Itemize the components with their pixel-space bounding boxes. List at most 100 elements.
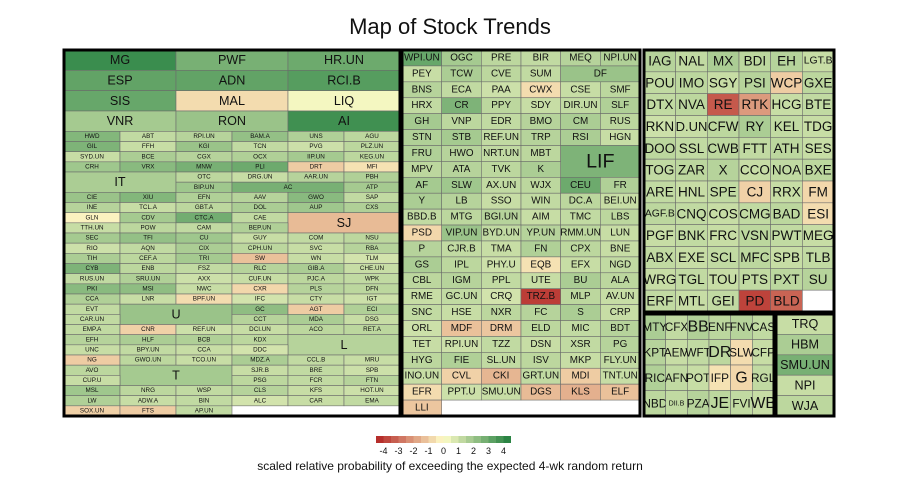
tile-label: MFC [740, 250, 769, 265]
tile-label: CFX [665, 320, 689, 334]
tile-label: ESI [807, 206, 829, 221]
tile-label: FIE [454, 355, 470, 366]
tile-label: ATA [453, 164, 471, 175]
tile-label: REF.UN [193, 326, 216, 333]
tile-label: HCG [772, 97, 802, 112]
tile-label: KEL [774, 119, 800, 134]
sector-3: IAG NAL MX BDI EH LGT.B POU IMO SGY PSI WCP GXE DTX N… [643, 49, 835, 313]
tile-label: TCW [450, 68, 473, 79]
tile-label: SOX.UN [80, 407, 105, 414]
tile-label: GC [255, 306, 265, 313]
tile-label: DTX [646, 97, 673, 112]
tile-label: PWT [772, 228, 802, 243]
tile-label: RPI.UN [445, 339, 478, 350]
tile-label: WRG [643, 272, 676, 287]
tile-label: BDI [744, 53, 767, 68]
tile-label: HOT.UN [360, 387, 384, 394]
tile-label: SW [255, 255, 265, 262]
tile-label: CSE [570, 84, 591, 95]
tile-label: TLB [806, 250, 831, 265]
legend-swatch [488, 436, 496, 443]
tile-label: SPE [710, 184, 737, 199]
tile-label: WPK [365, 275, 380, 282]
tile-label: PRE [491, 52, 512, 63]
tile-label: IGM [452, 275, 471, 286]
tile-label: HGN [609, 132, 631, 143]
tile-label: RRX [772, 184, 801, 199]
tile-label: SJR.B [251, 367, 269, 374]
tile-label: BIP.UN [194, 184, 215, 191]
tile-label: BTE [805, 97, 831, 112]
tile-label: DC.A [569, 196, 593, 207]
tile-label: DIR.UN [563, 100, 597, 111]
tile-label: CTY [310, 296, 323, 303]
tile-label: PPL [492, 275, 511, 286]
tile-label: PPT.U [448, 387, 476, 398]
tile-label: CAR.UN [80, 316, 105, 323]
tile-label: PWF [218, 53, 246, 67]
tile-label: FRU [412, 148, 432, 159]
tile-label: CCT [254, 316, 267, 323]
tile-label: ARE [646, 184, 674, 199]
tile-label: GH [414, 116, 429, 127]
tile-label: RON [218, 114, 246, 128]
tile-label: AV.UN [606, 291, 635, 302]
tile-label: RLC [254, 265, 267, 272]
tile-label: ADW.A [138, 397, 159, 404]
tile-label: FSZ [198, 265, 210, 272]
tile-label: CU [199, 235, 209, 242]
tile-label: MTG [451, 212, 473, 223]
tile-label: PTS [742, 272, 768, 287]
tile-label: DGS [530, 387, 552, 398]
tile-label: POT [686, 371, 710, 385]
tile-label: PKI [87, 285, 97, 292]
tile-label: CXS [366, 204, 379, 211]
tile-label: TRQ [792, 317, 819, 331]
tile-label: CWX [529, 84, 552, 95]
tile-label: CLS [254, 387, 266, 394]
tile-label: BMO [530, 116, 553, 127]
tile-label: LUN [610, 228, 630, 239]
tile-label: EFH [86, 336, 99, 343]
tile-label: PSG [253, 377, 266, 384]
tile-label: POU [645, 75, 674, 90]
tile-label: BCE [142, 153, 155, 160]
tile-label: TRP [531, 132, 551, 143]
tile-label: ISV [533, 355, 549, 366]
tile-label: TIH [87, 255, 98, 262]
tile-label: INE [87, 204, 98, 211]
tile-label: ERF [646, 294, 673, 309]
tile-label: SMU.UN [482, 387, 521, 398]
tile-label: OTC [197, 174, 211, 181]
tile-label: CIE [87, 194, 98, 201]
tile-label: BPF.UN [193, 296, 216, 303]
tile-label: GIB.A [308, 265, 326, 272]
tile-label: MDZ.A [250, 357, 270, 364]
tile-label: KGI [199, 143, 210, 150]
tile-label: AXX [198, 275, 211, 282]
tile-label: CBL [412, 275, 432, 286]
tile-label: CCO [740, 163, 770, 178]
tile-label: BU [574, 275, 588, 286]
legend-swatch [428, 436, 436, 443]
tile-label: CRH [85, 163, 99, 170]
tile-label: BPY.UN [137, 346, 160, 353]
tile-label: FR [614, 180, 627, 191]
tile-label: AEM [664, 345, 690, 359]
tile-label: RIO [86, 245, 97, 252]
tile-label: FTT [742, 141, 767, 156]
tile-label: MIC [571, 323, 589, 334]
tile-label: RGL [751, 371, 776, 385]
tile-label: ORL [412, 323, 433, 334]
tile-label: CEF.A [139, 255, 158, 262]
tile-label: HYG [411, 355, 432, 366]
tile-label: SRU.UN [136, 275, 161, 282]
tile-label: MSI [142, 285, 153, 292]
tile-label: TCO.UN [192, 357, 217, 364]
tile-label: IMO [679, 75, 705, 90]
tile-label: KEG.UN [360, 153, 385, 160]
tile-label: CNR [141, 326, 155, 333]
tile-label: LIQ [334, 94, 355, 108]
tile-label: HSE [451, 307, 472, 318]
